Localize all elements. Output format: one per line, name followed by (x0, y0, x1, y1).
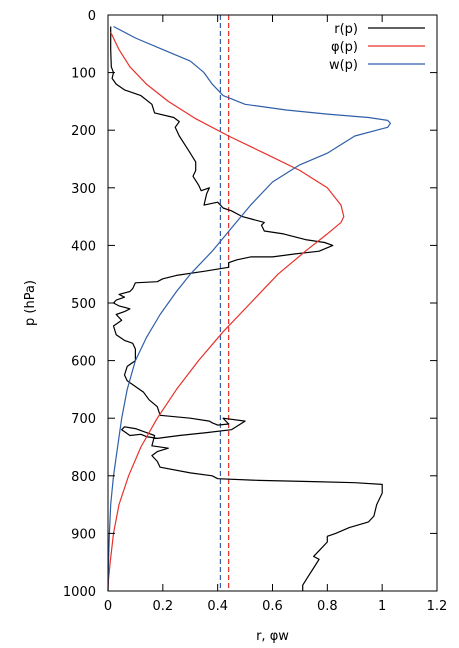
legend-label-0: r(p) (334, 22, 358, 37)
y-tick-label: 800 (71, 470, 96, 485)
y-tick-label: 300 (71, 182, 96, 197)
y-tick-label: 500 (71, 297, 96, 312)
y-tick-label: 600 (71, 355, 96, 370)
x-tick-label: 0.6 (262, 599, 283, 614)
y-tick-label: 1000 (63, 585, 96, 600)
series-line-1 (107, 32, 345, 592)
x-tick-label: 1 (378, 599, 386, 614)
series-line-0 (110, 26, 383, 591)
x-tick-label: 0.8 (317, 599, 338, 614)
plot-area (107, 15, 391, 592)
y-tick-label: 700 (71, 412, 96, 427)
x-tick-label: 0.4 (207, 599, 228, 614)
y-tick-label: 100 (71, 67, 96, 82)
y-tick-label: 900 (71, 527, 96, 542)
series-line-2 (107, 25, 391, 592)
plot-frame (107, 14, 438, 592)
y-axis-title: p (hPa) (23, 280, 38, 326)
legend-label-2: w(p) (329, 58, 358, 73)
y-tick-label: 200 (71, 124, 96, 139)
y-tick-label: 0 (88, 9, 96, 24)
legend: r(p) φ(p) w(p) (329, 22, 425, 73)
x-tick-label: 0 (104, 599, 112, 614)
legend-label-1: φ(p) (331, 40, 358, 55)
x-tick-label: 1.2 (427, 599, 448, 614)
x-tick-label: 0.2 (152, 599, 173, 614)
y-tick-label: 400 (71, 239, 96, 254)
axes: 0 0.2 0.4 0.6 0.8 1 1.2 0 100 200 300 400 500 600 700 8… (63, 9, 447, 614)
x-axis-title: r, φw (256, 629, 289, 644)
